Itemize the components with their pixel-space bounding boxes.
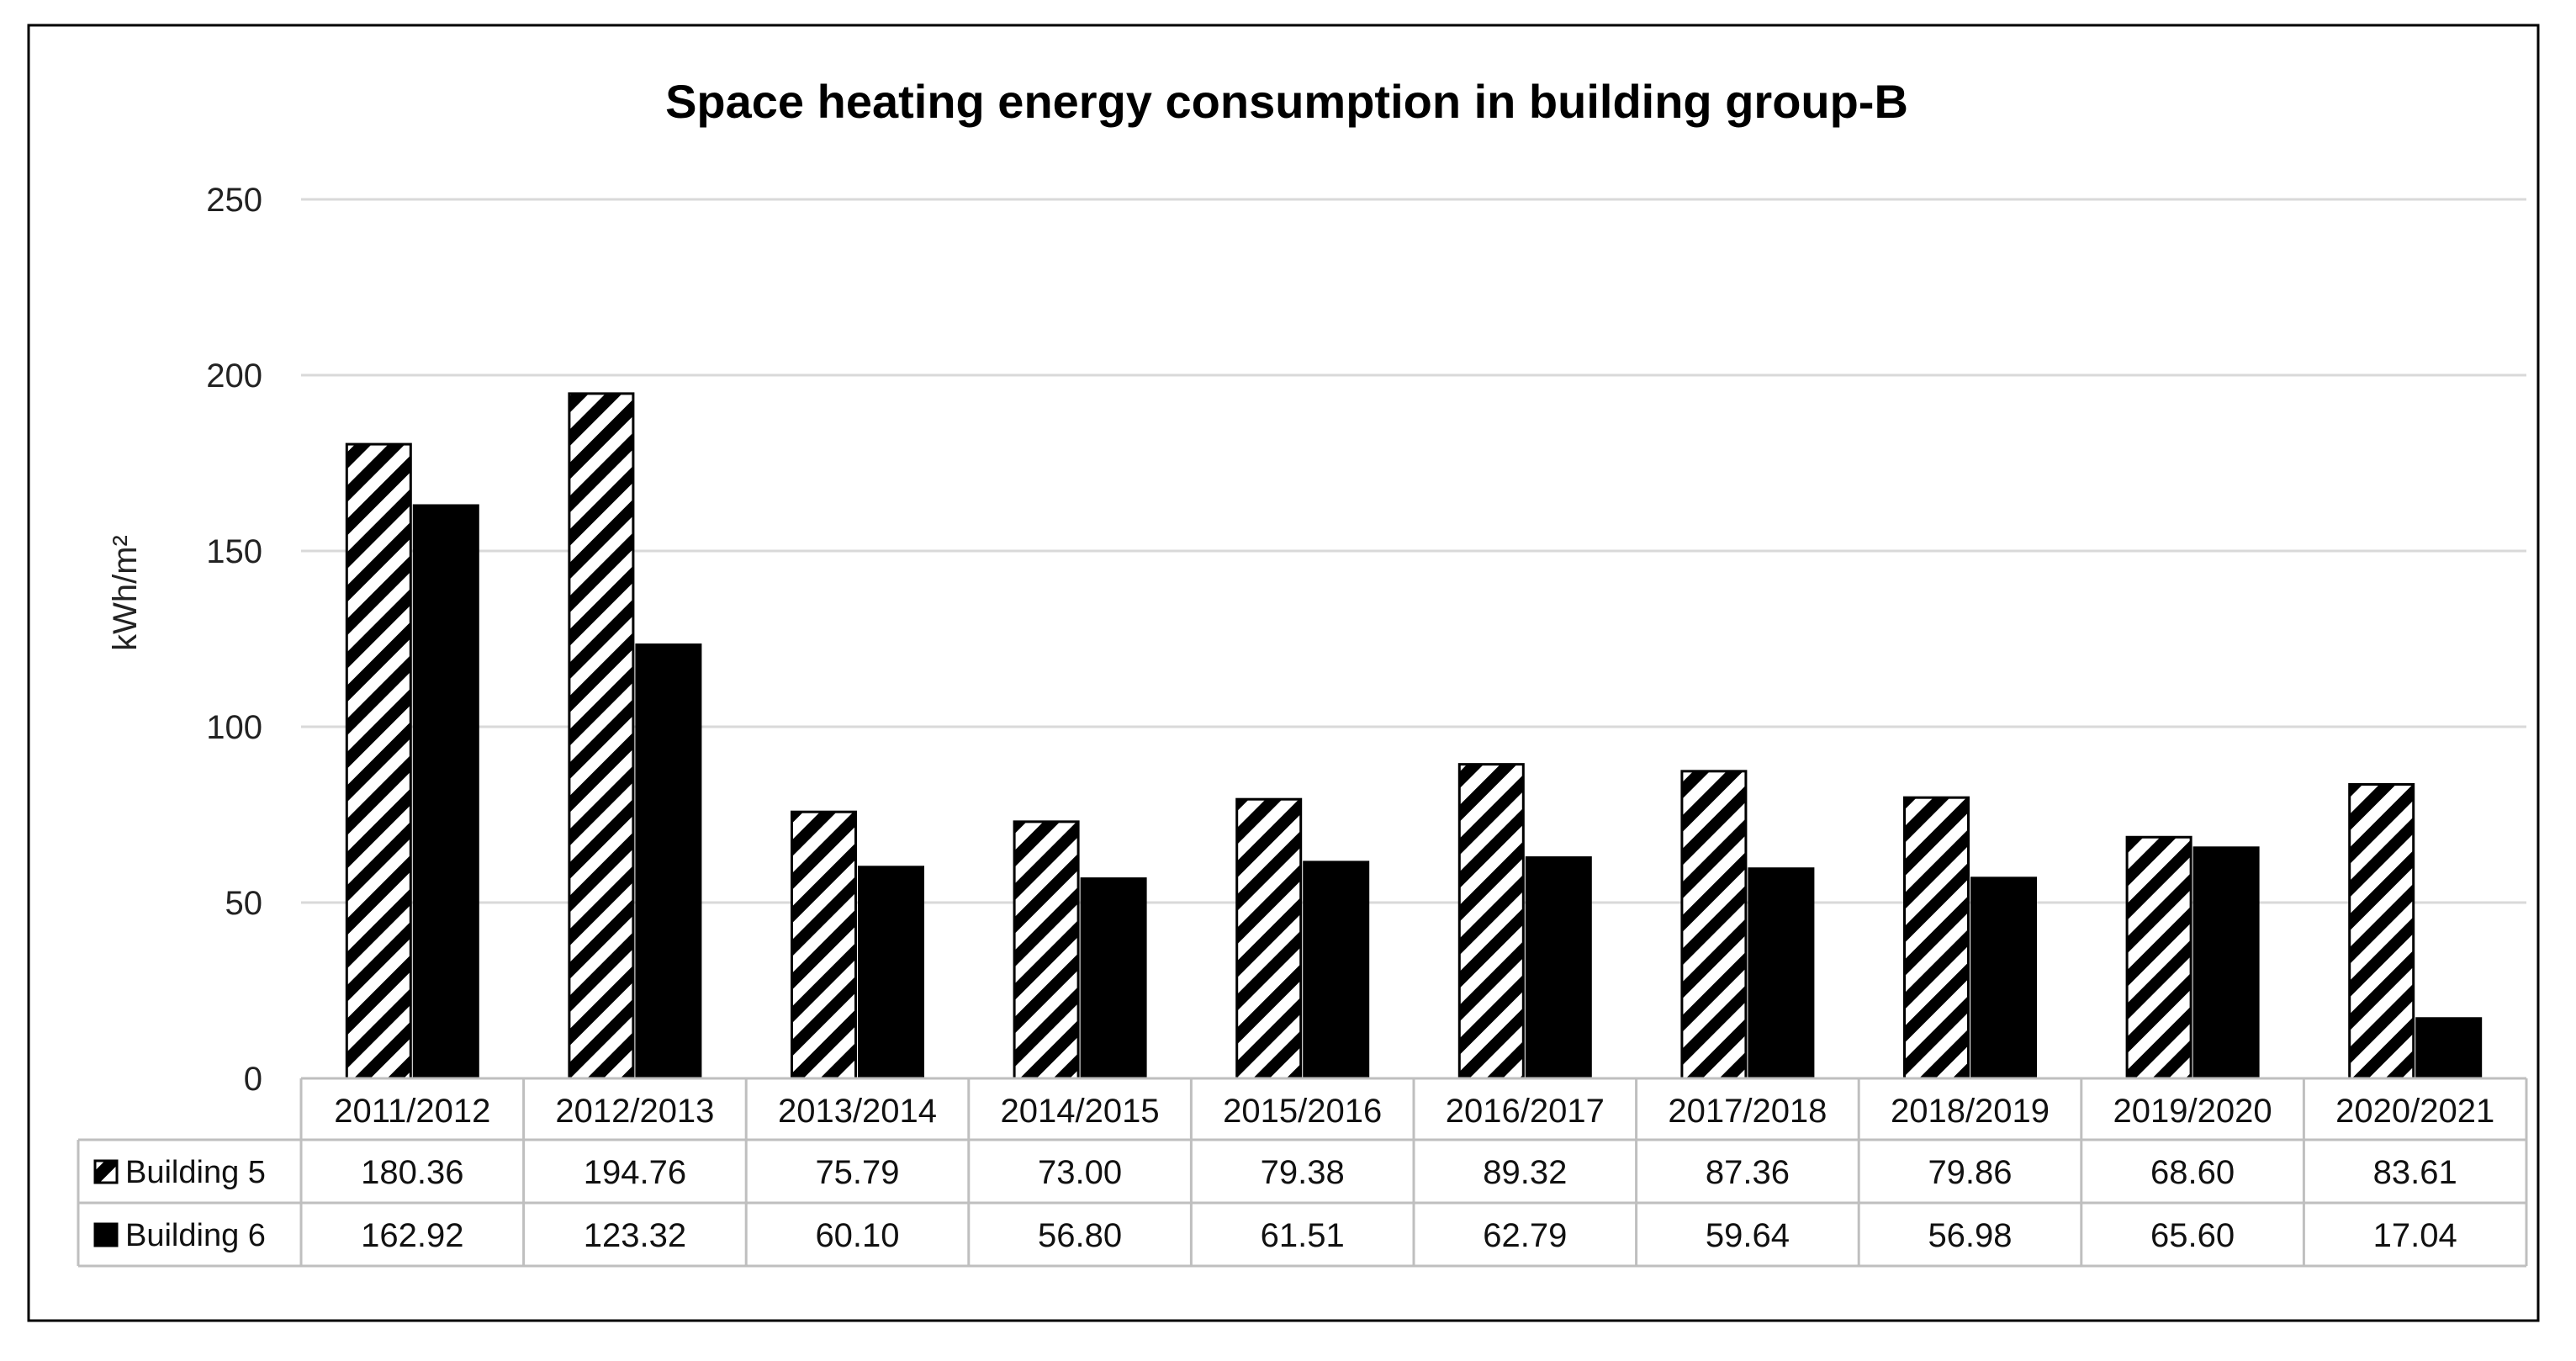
bar-building-6 bbox=[1303, 861, 1370, 1080]
data-label: 162.92 bbox=[361, 1217, 463, 1254]
data-label: 79.38 bbox=[1261, 1154, 1345, 1191]
y-tick-label: 100 bbox=[206, 709, 262, 746]
data-label: 194.76 bbox=[584, 1154, 686, 1191]
bar-building-6 bbox=[1970, 876, 2037, 1080]
y-axis-label: kWh/m² bbox=[107, 535, 144, 651]
bar-building-5 bbox=[568, 392, 635, 1080]
data-label: 17.04 bbox=[2373, 1217, 2457, 1254]
x-category-label: 2014/2015 bbox=[1001, 1093, 1160, 1130]
data-label: 180.36 bbox=[361, 1154, 463, 1191]
data-table: 2011/2012 2012/2013 2013/2014 2014/2015 2015… bbox=[77, 1077, 2528, 1268]
y-tick-label: 0 bbox=[244, 1061, 262, 1098]
data-label: 73.00 bbox=[1038, 1154, 1122, 1191]
y-tick-label: 200 bbox=[206, 357, 262, 395]
data-label: 59.64 bbox=[1706, 1217, 1790, 1254]
bar-building-5 bbox=[345, 442, 412, 1080]
x-category-label: 2019/2020 bbox=[2113, 1093, 2272, 1130]
x-category-label: 2011/2012 bbox=[334, 1093, 490, 1130]
bar-building-5 bbox=[791, 810, 857, 1080]
x-category-label: 2013/2014 bbox=[778, 1093, 937, 1130]
data-label: 123.32 bbox=[584, 1217, 686, 1254]
data-label: 56.80 bbox=[1038, 1217, 1122, 1254]
bar-building-6 bbox=[2415, 1017, 2483, 1080]
legend-key-building-6 bbox=[93, 1222, 119, 1247]
data-label: 65.60 bbox=[2150, 1217, 2235, 1254]
data-label: 79.86 bbox=[1928, 1154, 2012, 1191]
bar-building-6 bbox=[2193, 846, 2260, 1080]
data-label: 83.61 bbox=[2373, 1154, 2457, 1191]
bar-building-6 bbox=[635, 643, 702, 1080]
legend-label: Building 5 bbox=[125, 1155, 266, 1190]
data-label: 62.79 bbox=[1483, 1217, 1567, 1254]
x-category-label: 2020/2021 bbox=[2335, 1093, 2494, 1130]
y-tick-label: 250 bbox=[206, 182, 262, 219]
bar-building-6 bbox=[1080, 877, 1147, 1080]
y-tick-label: 150 bbox=[206, 533, 262, 570]
data-label: 56.98 bbox=[1928, 1217, 2012, 1254]
bar-building-5 bbox=[1903, 796, 1970, 1080]
bar-building-5 bbox=[1457, 763, 1525, 1080]
data-label: 75.79 bbox=[815, 1154, 899, 1191]
bars bbox=[345, 392, 2483, 1080]
data-label: 60.10 bbox=[815, 1217, 899, 1254]
bar-building-5 bbox=[2348, 783, 2415, 1080]
bar-building-6 bbox=[1748, 867, 1815, 1080]
y-axis-ticks: 0 50 100 150 200 250 bbox=[206, 182, 262, 1098]
bar-building-5 bbox=[1680, 770, 1748, 1080]
legend-key-building-5 bbox=[93, 1159, 119, 1184]
bar-building-5 bbox=[1013, 820, 1080, 1080]
y-tick-label: 50 bbox=[225, 885, 263, 922]
x-category-label: 2012/2013 bbox=[555, 1093, 714, 1130]
x-category-label: 2015/2016 bbox=[1223, 1093, 1382, 1130]
x-category-label: 2016/2017 bbox=[1446, 1093, 1605, 1130]
data-label: 89.32 bbox=[1483, 1154, 1567, 1191]
data-label: 87.36 bbox=[1706, 1154, 1790, 1191]
bar-building-5 bbox=[2125, 835, 2193, 1080]
x-category-label: 2017/2018 bbox=[1668, 1093, 1827, 1130]
data-label: 61.51 bbox=[1261, 1217, 1345, 1254]
bar-building-6 bbox=[858, 866, 924, 1080]
legend-label: Building 6 bbox=[125, 1218, 266, 1253]
bar-building-6 bbox=[1525, 856, 1592, 1080]
chart-title: Space heating energy consumption in buil… bbox=[665, 75, 1908, 128]
data-label: 68.60 bbox=[2150, 1154, 2235, 1191]
bar-building-5 bbox=[1235, 797, 1303, 1080]
x-category-label: 2018/2019 bbox=[1891, 1093, 2050, 1130]
bar-building-6 bbox=[412, 504, 479, 1080]
